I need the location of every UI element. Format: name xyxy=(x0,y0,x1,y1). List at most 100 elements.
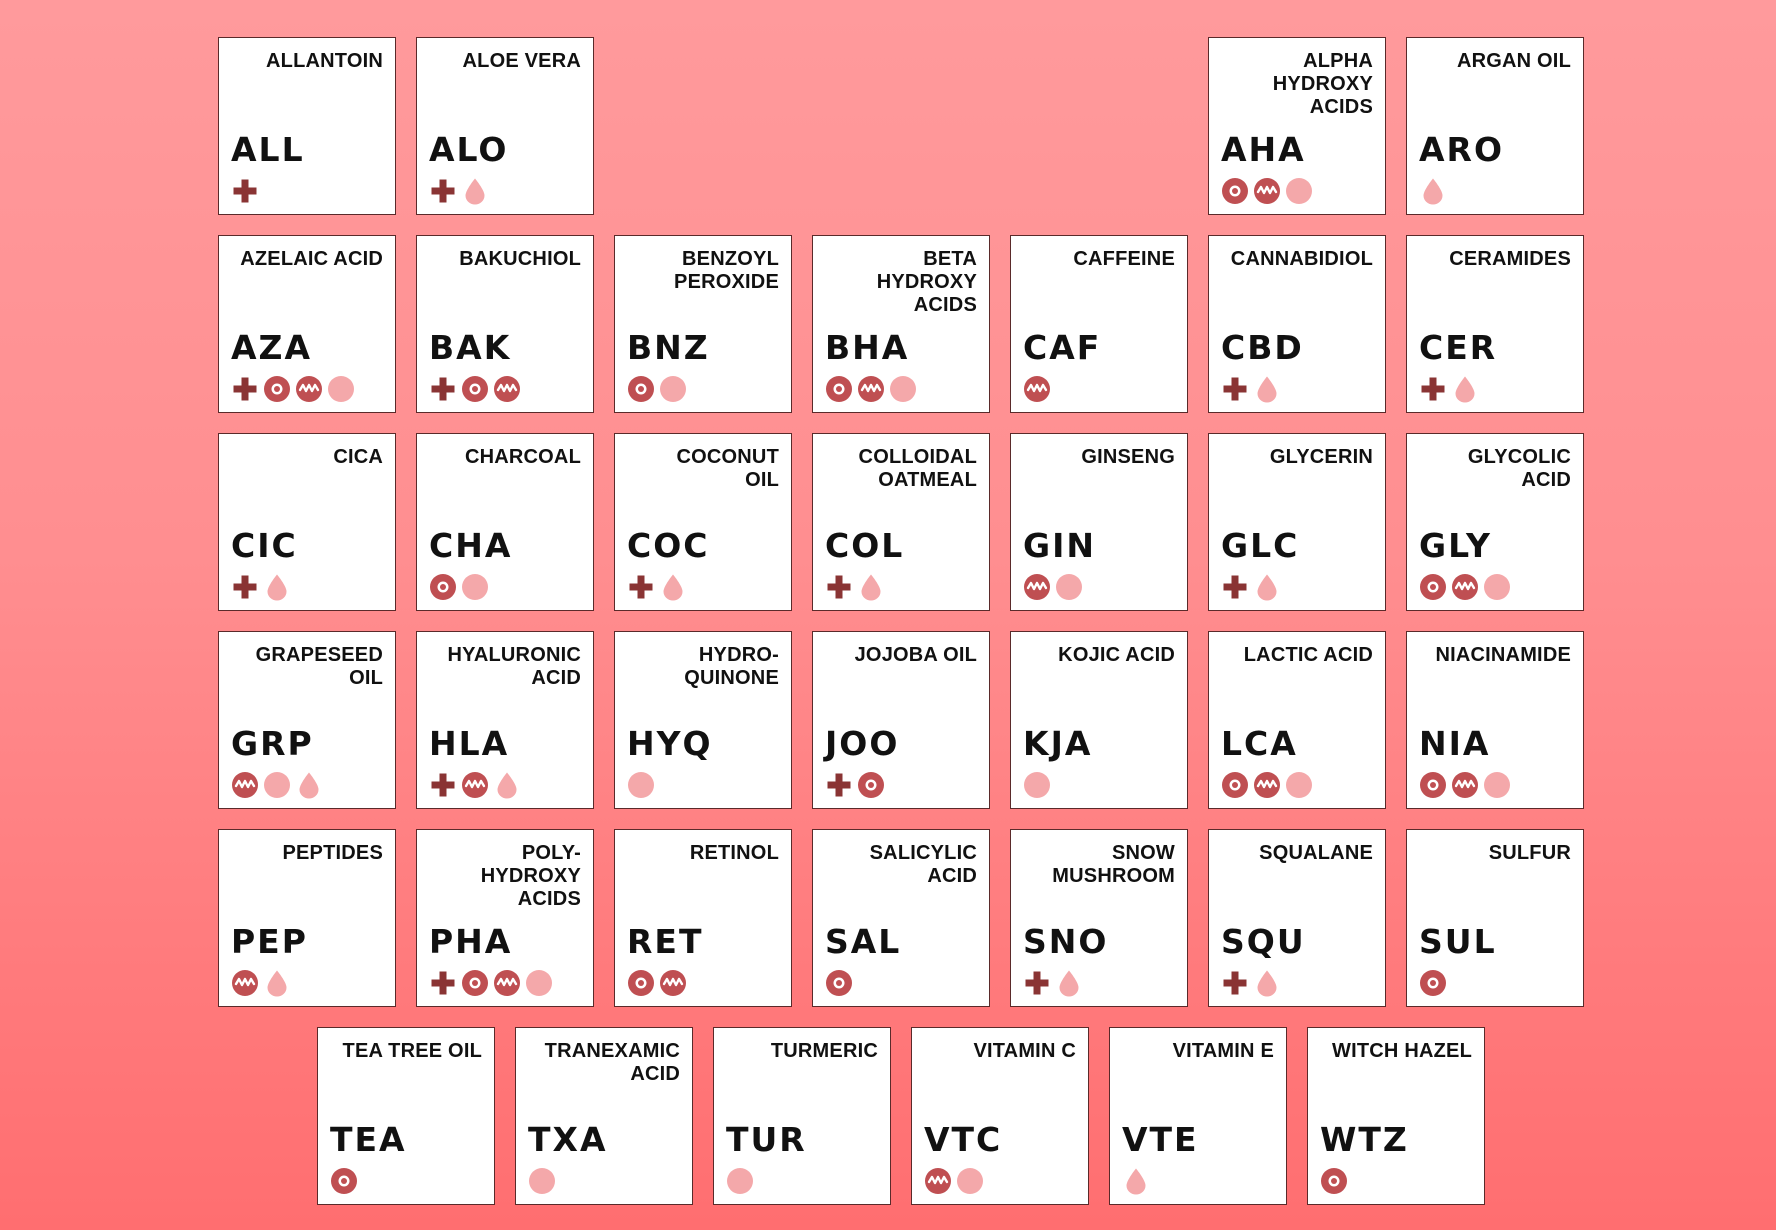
ingredient-tile[interactable]: SNOW MUSHROOM SNO xyxy=(1010,829,1188,1007)
ingredient-tile[interactable]: COLLOIDAL OATMEAL COL xyxy=(812,433,990,611)
ingredient-icons xyxy=(1320,1167,1348,1195)
ingredient-tile[interactable]: HYDRO- QUINONE HYQ xyxy=(614,631,792,809)
ingredient-code: CER xyxy=(1419,328,1498,367)
ingredient-tile[interactable]: GRAPESEED OIL GRP xyxy=(218,631,396,809)
ingredient-code: GIN xyxy=(1023,526,1096,565)
wave-icon xyxy=(1024,574,1050,600)
ingredient-tile[interactable]: NIACINAMIDE NIA xyxy=(1406,631,1584,809)
ingredient-code: TEA xyxy=(330,1120,407,1159)
ingredient-tile[interactable]: HYALURONIC ACID HLA xyxy=(416,631,594,809)
ingredient-tile[interactable]: CAFFEINE CAF xyxy=(1010,235,1188,413)
ingredient-tile[interactable]: WITCH HAZEL WTZ xyxy=(1307,1027,1485,1205)
ingredient-tile[interactable]: KOJIC ACID KJA xyxy=(1010,631,1188,809)
ring-target-icon xyxy=(462,376,488,402)
ring-target-icon xyxy=(1420,772,1446,798)
ingredient-code: COC xyxy=(627,526,710,565)
ingredient-tile[interactable]: BETA HYDROXY ACIDS BHA xyxy=(812,235,990,413)
ingredient-icons xyxy=(1221,573,1281,601)
ingredient-name: SQUALANE xyxy=(1259,842,1373,864)
ingredient-name: ARGAN OIL xyxy=(1456,50,1571,72)
ring-target-icon xyxy=(264,376,290,402)
ingredient-tile[interactable]: PEPTIDES PEP xyxy=(218,829,396,1007)
ingredient-tile[interactable]: AZELAIC ACID AZA xyxy=(218,235,396,413)
ingredient-code: KJA xyxy=(1023,724,1093,763)
ingredient-name: PEPTIDES xyxy=(282,842,383,864)
ingredient-icons xyxy=(924,1167,984,1195)
ingredient-tile[interactable]: ALLANTOIN ALL xyxy=(218,37,396,215)
drop-icon xyxy=(1126,1168,1146,1195)
ingredient-name: GLYCERIN xyxy=(1269,446,1373,468)
ingredient-tile[interactable]: SULFUR SUL xyxy=(1406,829,1584,1007)
ingredient-icons xyxy=(1419,771,1511,799)
ingredient-icons xyxy=(528,1167,556,1195)
ingredient-icons xyxy=(429,375,521,403)
ingredient-code: BHA xyxy=(825,328,910,367)
wave-icon xyxy=(1452,772,1478,798)
ingredient-code: RET xyxy=(627,922,704,961)
ingredient-code: GLC xyxy=(1221,526,1300,565)
wave-icon xyxy=(232,970,258,996)
ingredient-tile[interactable]: GINSENG GIN xyxy=(1010,433,1188,611)
dot-icon xyxy=(264,772,290,798)
ingredient-code: LCA xyxy=(1221,724,1298,763)
ingredient-icons xyxy=(825,969,853,997)
ingredient-code: CHA xyxy=(429,526,513,565)
ingredient-tile[interactable]: LACTIC ACID LCA xyxy=(1208,631,1386,809)
drop-icon xyxy=(267,970,287,997)
ingredient-tile[interactable]: SQUALANE SQU xyxy=(1208,829,1386,1007)
dot-icon xyxy=(957,1168,983,1194)
ingredient-name: SNOW MUSHROOM xyxy=(1052,842,1175,887)
ingredient-name: SULFUR xyxy=(1488,842,1571,864)
wave-icon xyxy=(925,1168,951,1194)
ingredient-icons xyxy=(1419,573,1511,601)
dot-icon xyxy=(328,376,354,402)
wave-icon xyxy=(1452,574,1478,600)
ingredient-tile[interactable]: TRANEXAMIC ACID TXA xyxy=(515,1027,693,1205)
ingredient-name: BENZOYL PEROXIDE xyxy=(674,248,779,293)
ingredient-icons xyxy=(231,375,355,403)
ingredient-tile[interactable]: VITAMIN E VTE xyxy=(1109,1027,1287,1205)
ingredient-tile[interactable]: JOJOBA OIL JOO xyxy=(812,631,990,809)
wave-icon xyxy=(1024,376,1050,402)
ingredient-tile[interactable]: BENZOYL PEROXIDE BNZ xyxy=(614,235,792,413)
ingredient-tile[interactable]: COCONUT OIL COC xyxy=(614,433,792,611)
ingredient-name: POLY- HYDROXY ACIDS xyxy=(480,842,581,910)
ring-target-icon xyxy=(430,574,456,600)
ingredient-tile[interactable]: CERAMIDES CER xyxy=(1406,235,1584,413)
ingredient-icons xyxy=(1221,969,1281,997)
ingredient-tile[interactable]: POLY- HYDROXY ACIDS PHA xyxy=(416,829,594,1007)
ingredient-name: VITAMIN E xyxy=(1172,1040,1274,1062)
ingredient-name: GLYCOLIC ACID xyxy=(1467,446,1571,491)
ingredient-tile[interactable]: CANNABIDIOL CBD xyxy=(1208,235,1386,413)
ingredient-tile[interactable]: TURMERIC TUR xyxy=(713,1027,891,1205)
dot-icon xyxy=(660,376,686,402)
ingredient-tile[interactable]: ALOE VERA ALO xyxy=(416,37,594,215)
ingredient-name: TEA TREE OIL xyxy=(342,1040,482,1062)
ingredient-tile[interactable]: SALICYLIC ACID SAL xyxy=(812,829,990,1007)
ingredient-name: RETINOL xyxy=(689,842,779,864)
ingredient-code: WTZ xyxy=(1320,1120,1409,1159)
ingredient-name: ALPHA HYDROXY ACIDS xyxy=(1272,50,1373,118)
drop-icon xyxy=(1059,970,1079,997)
ingredient-icons xyxy=(429,177,489,205)
dot-icon xyxy=(529,1168,555,1194)
ingredient-tile[interactable]: CHARCOAL CHA xyxy=(416,433,594,611)
ingredient-tile[interactable]: CICA CIC xyxy=(218,433,396,611)
ingredient-name: ALOE VERA xyxy=(462,50,581,72)
ingredient-tile[interactable]: ALPHA HYDROXY ACIDS AHA xyxy=(1208,37,1386,215)
ring-target-icon xyxy=(1222,178,1248,204)
ingredient-icons xyxy=(1221,375,1281,403)
ingredient-tile[interactable]: RETINOL RET xyxy=(614,829,792,1007)
ingredient-tile[interactable]: GLYCOLIC ACID GLY xyxy=(1406,433,1584,611)
ring-target-icon xyxy=(331,1168,357,1194)
ingredient-tile[interactable]: TEA TREE OIL TEA xyxy=(317,1027,495,1205)
wave-icon xyxy=(462,772,488,798)
ingredient-tile[interactable]: ARGAN OIL ARO xyxy=(1406,37,1584,215)
ingredient-code: VTE xyxy=(1122,1120,1199,1159)
ring-target-icon xyxy=(858,772,884,798)
ingredient-tile[interactable]: GLYCERIN GLC xyxy=(1208,433,1386,611)
drop-icon xyxy=(267,574,287,601)
ingredient-tile[interactable]: VITAMIN C VTC xyxy=(911,1027,1089,1205)
ingredient-tile[interactable]: BAKUCHIOL BAK xyxy=(416,235,594,413)
plus-icon xyxy=(1025,971,1049,995)
